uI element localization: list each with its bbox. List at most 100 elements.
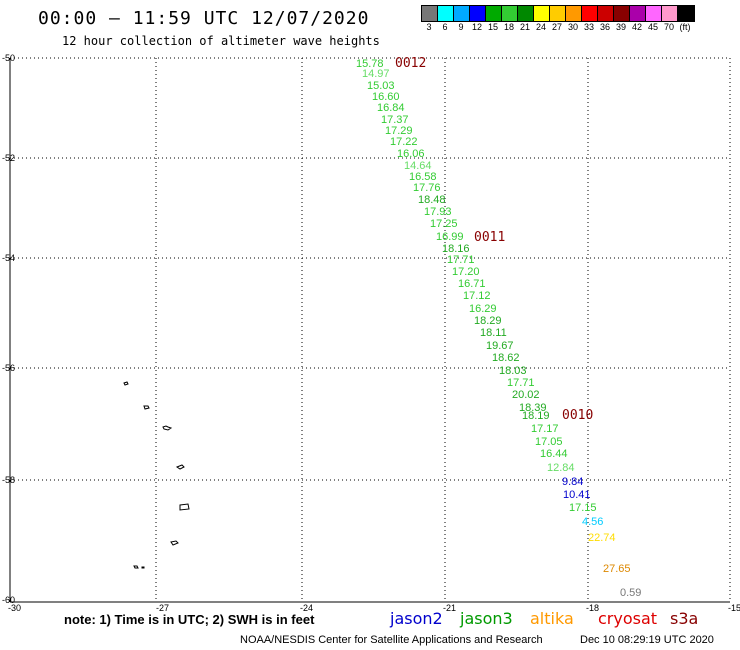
wave-height-value: 18.11 (480, 327, 507, 339)
longitude-label: -27 (156, 603, 169, 613)
wave-height-value: 16.71 (458, 278, 486, 290)
legend-label: 33 (583, 22, 595, 32)
wave-height-value: 17.29 (385, 125, 413, 137)
legend-label: 36 (599, 22, 611, 32)
legend-label: 27 (551, 22, 563, 32)
island-1 (123, 381, 129, 386)
credit-line: NOAA/NESDIS Center for Satellite Applica… (240, 634, 543, 646)
wave-height-value: 18.16 (442, 243, 470, 255)
wave-height-value: 17.12 (463, 290, 491, 302)
longitude-label: -24 (300, 603, 313, 613)
legend-label: 39 (615, 22, 627, 32)
latitude-label: -52 (2, 153, 15, 163)
longitude-label: -30 (8, 603, 21, 613)
wave-height-value: 16.84 (377, 102, 405, 114)
footnote: note: 1) Time is in UTC; 2) SWH is in fe… (64, 612, 315, 627)
latitude-label: -60 (2, 595, 15, 605)
longitude-label: -21 (443, 603, 456, 613)
generated-timestamp: Dec 10 08:29:19 UTC 2020 (580, 634, 714, 646)
wave-height-value: 17.25 (430, 218, 458, 230)
satellite-legend-cryosat: cryosat (598, 609, 658, 628)
wave-height-value: 17.15 (569, 502, 597, 514)
wave-height-value: 22.74 (588, 532, 616, 544)
island-7 (133, 565, 145, 569)
legend-label: 45 (647, 22, 659, 32)
wave-height-value: 27.65 (603, 563, 631, 575)
wave-height-value: 17.05 (535, 436, 563, 448)
legend-swatch (422, 6, 438, 21)
wave-height-value: 16.29 (469, 303, 497, 315)
legend-label: 9 (458, 22, 464, 32)
wave-height-value: 17.71 (447, 254, 475, 266)
legend-swatch (614, 6, 630, 21)
legend-swatch (598, 6, 614, 21)
satellite-legend-altika: altika (530, 609, 574, 628)
legend-swatch (566, 6, 582, 21)
color-scale-legend (421, 5, 695, 22)
wave-height-value: 16.60 (372, 91, 400, 103)
map-frame (9, 58, 730, 603)
wave-height-value: 17.93 (424, 206, 452, 218)
wave-height-value: 16.06 (397, 148, 425, 160)
wave-height-value: 16.99 (436, 231, 464, 243)
track-time-label: 0010 (562, 408, 593, 423)
island-4 (175, 464, 185, 470)
latitude-label: -58 (2, 475, 15, 485)
satellite-legend-s3a: s3a (670, 609, 699, 628)
island-5 (179, 503, 190, 511)
wave-height-value: 17.20 (452, 266, 480, 278)
wave-height-value: 18.19 (522, 410, 550, 422)
track-time-labels: 0012 0011 0010 (395, 56, 593, 423)
legend-label: 30 (567, 22, 579, 32)
legend-label: 21 (519, 22, 531, 32)
track-time-label: 0011 (474, 230, 505, 245)
wave-height-value: 18.29 (474, 315, 502, 327)
legend-label: 70 (663, 22, 675, 32)
legend-swatch (678, 6, 694, 21)
legend-label: 12 (471, 22, 483, 32)
wave-height-value: 17.37 (381, 114, 409, 126)
wave-height-value: 20.02 (512, 389, 540, 401)
legend-label: 3 (426, 22, 432, 32)
wave-height-value: 10.41 (563, 489, 591, 501)
wave-height-value: 17.22 (390, 136, 418, 148)
legend-swatch (534, 6, 550, 21)
longitude-label: -18 (586, 603, 599, 613)
track-time-label: 0012 (395, 56, 426, 71)
satellite-legend-jason3: jason3 (460, 609, 513, 628)
legend-label: 15 (487, 22, 499, 32)
wave-height-value: 14.64 (404, 160, 432, 172)
island-outlines (123, 381, 190, 569)
legend-label: 42 (631, 22, 643, 32)
legend-label: 24 (535, 22, 547, 32)
wave-height-value: 18.03 (499, 365, 527, 377)
legend-swatch (454, 6, 470, 21)
wave-height-value: 14.97 (362, 68, 390, 80)
page-subtitle: 12 hour collection of altimeter wave hei… (62, 34, 380, 48)
satellite-legend-jason2: jason2 (390, 609, 443, 628)
legend-swatch (438, 6, 454, 21)
axis-labels: -50 -52 -54 -56 -58 -60-30 -27 -24 -21 -18 -15 (2, 53, 740, 613)
graticule (10, 57, 731, 603)
legend-swatch (630, 6, 646, 21)
latitude-label: -56 (2, 363, 15, 373)
legend-swatch (550, 6, 566, 21)
wave-height-value: 4.56 (582, 516, 603, 528)
wave-height-value: 16.58 (409, 171, 437, 183)
legend-label: (ft) (679, 22, 691, 32)
wave-height-value: 18.48 (418, 194, 446, 206)
wave-height-value: 17.17 (531, 423, 559, 435)
legend-swatch (646, 6, 662, 21)
latitude-label: -54 (2, 253, 15, 263)
legend-swatch (662, 6, 678, 21)
island-6 (170, 540, 179, 546)
legend-label: 6 (442, 22, 448, 32)
island-2 (143, 405, 150, 410)
legend-swatch (470, 6, 486, 21)
island-3 (162, 425, 173, 431)
wave-height-value: 19.67 (486, 340, 514, 352)
wave-height-value: 12.84 (547, 462, 575, 474)
wave-height-value: 15.03 (367, 80, 395, 92)
wave-height-value: 18.62 (492, 352, 520, 364)
